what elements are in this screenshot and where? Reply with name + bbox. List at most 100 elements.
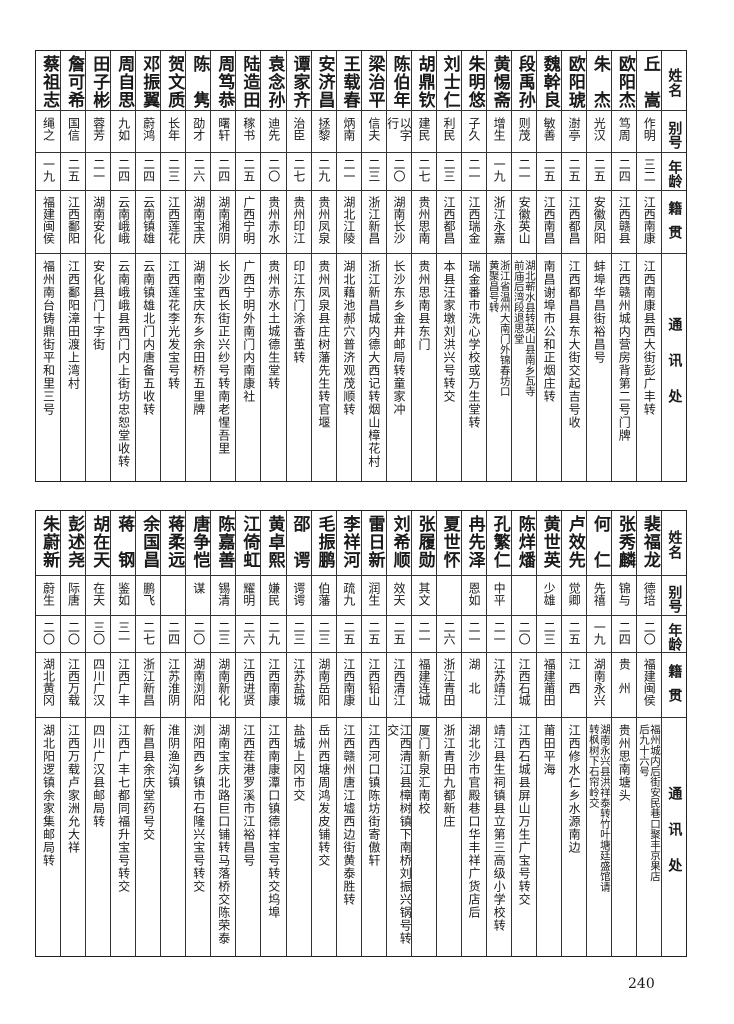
alias-cell: 鉴如 [111, 576, 136, 616]
native-text: 贵 州 [617, 658, 632, 694]
native-text: 江西赣县 [617, 196, 632, 244]
native-cell: 湖 北 [461, 653, 486, 718]
address-text: 湖南宝庆东乡余田桥五里牌 [191, 260, 206, 416]
alias-cell: 耀明 [236, 576, 261, 616]
native-cell: 江西都昌 [561, 191, 586, 254]
alias-cell: 恩如 [461, 576, 486, 616]
native-text: 江西瑞金 [467, 196, 482, 244]
native-text: 湖 北 [467, 658, 482, 694]
record-column: 何 仁先禧 一九 湖南永兴 湖南永兴县洪祥泰转竹叶塘廷盛馆请 转枫树下石帘岭交 [585, 511, 611, 956]
age-text: 二五 [66, 158, 81, 182]
age-text: 二三 [366, 158, 381, 182]
native-cell: 江苏淮阴 [161, 653, 186, 718]
native-cell: 江西铅山 [361, 653, 386, 718]
name-text: 陈烊燔 [514, 515, 535, 569]
age-text: 二四 [617, 158, 632, 182]
age-cell: 二一 [511, 153, 536, 191]
age-text: 二三 [542, 621, 557, 645]
age-text: 二五 [567, 158, 582, 182]
record-column: 陈嘉善 锡清 二三 湖南新化 湖南宝庆北路巨口铺转马落桥交陈荣泰 [210, 511, 236, 956]
age-text: 二一 [416, 621, 431, 645]
age-cell: 二〇 [511, 616, 536, 653]
name-text: 李祥河 [339, 515, 360, 569]
native-cell: 江西石城 [511, 653, 536, 718]
name-cell: 陈烊燔 [511, 511, 536, 576]
address-cell: 江西鄱阳漳田渡上湾村 [61, 254, 85, 481]
alias-cell: 劭才 [186, 111, 211, 153]
age-cell: 二一 [461, 153, 486, 191]
address-text: 江西万载卢家洲允大祥 [66, 724, 81, 854]
name-cell: 黄世英 [536, 511, 561, 576]
alias-cell: 拯黎 [311, 111, 336, 153]
record-column: 丘 嵩作明 三二 江西南康 江西南康县西大街彭广丰转 [635, 51, 661, 481]
alias-text: 增生 [492, 117, 507, 141]
alias-text: 光汉 [592, 117, 607, 141]
name-cell: 江倚虹 [236, 511, 261, 576]
native-cell: 湖南安化 [86, 191, 111, 254]
address-cell: 瑞金番市洗心学校或万生堂转 [462, 254, 486, 481]
age-cell: 二五 [361, 616, 386, 653]
address-cell: 江西茬港罗溪市江裕昌号 [236, 718, 260, 956]
alias-text: 少雄 [542, 582, 557, 606]
age-text: 二〇 [517, 621, 532, 645]
record-column: 安济昌 拯黎 二九 贵州凤泉 贵州凤泉县庄树藩先生转官堰 [310, 51, 336, 481]
alias-text: 其文 [416, 582, 431, 606]
alias-cell: 光汉 [586, 111, 611, 153]
address-cell: 厦门新泉汇南校 [412, 718, 436, 956]
record-column: 袁念孙 迪先 二〇 贵州赤水 贵州赤水土城德生堂转 [260, 51, 286, 481]
native-cell: 湖北江陵 [336, 191, 361, 254]
address-text: 长沙西长街正兴纱号转南老惺吾里 [216, 260, 231, 455]
name-text: 卢效先 [564, 515, 585, 569]
name-cell: 裴福龙 [636, 511, 661, 576]
alias-text: 鹏飞 [141, 582, 156, 606]
roster-table-bottom: 姓名 别号 年龄 籍贯 通讯处 裴福龙 德培 二〇 福建闽侯 福州城内后街安民巷口聚丰京果店 后九… [35, 510, 687, 957]
age-cell: 三〇 [86, 616, 111, 653]
native-cell: 江西清江 [386, 653, 411, 718]
alias-cell: 德培 [636, 576, 661, 616]
address-text: 贵州思南县东门 [416, 260, 431, 351]
native-text: 湖南湘阴 [216, 196, 231, 244]
native-text: 湖南安化 [91, 196, 106, 244]
record-column: 朱明悠 子久 二一 江西瑞金 瑞金番市洗心学校或万生堂转 [460, 51, 486, 481]
alias-cell [436, 576, 461, 616]
native-text: 湖南长沙 [391, 196, 406, 244]
name-cell: 谭家齐 [286, 51, 311, 111]
age-text: 二〇 [266, 158, 281, 182]
header-age-cell: 年龄 [661, 616, 686, 653]
address-text: 印江东门涂香茧转 [291, 260, 306, 364]
name-text: 魏幹良 [539, 55, 560, 109]
name-text: 黄卓熙 [264, 515, 285, 569]
address-text: 江西南康潭口镇德祥宝号转交坞埠 [266, 724, 281, 919]
record-column: 蒋 钢鉴如 三一 江西广丰 江西广丰七都同福升宝号转交 [110, 511, 136, 956]
native-cell: 贵州思南 [411, 191, 436, 254]
address-cell: 江西南康潭口镇德祥宝号转交坞埠 [261, 718, 285, 956]
native-cell: 江西莲花 [161, 191, 186, 254]
name-text: 王载春 [339, 55, 360, 109]
age-text: 二七 [291, 158, 306, 182]
age-cell: 二五 [536, 153, 561, 191]
alias-cell: 长年 [161, 111, 186, 153]
native-text: 江西南昌 [542, 196, 557, 244]
address-cell: 湖南宝庆东乡余田桥五里牌 [186, 254, 210, 481]
address-cell: 湖北沙市官殿巷口华丰祥广货店后 [462, 718, 486, 956]
age-cell: 二一 [411, 616, 436, 653]
record-column: 刘士仁 利民 二三 江西都昌 本县汪家墩刘洪兴号转交 [435, 51, 461, 481]
age-cell: 二四 [211, 153, 236, 191]
native-cell: 安徽凤阳 [586, 191, 611, 254]
record-column: 周笃恭 曙轩 二四 湖南湘阴 长沙西长街正兴纱号转南老惺吾里 [210, 51, 236, 481]
address-cell: 长沙东乡金井邮局转童家冲 [387, 254, 411, 481]
alias-cell: 谔谔 [286, 576, 311, 616]
record-column: 段禹孙 则茂 二一 安徽英山 湖北蕲水县转英山县南乡瓦寺 前庙后湾段退思堂 [510, 51, 536, 481]
alias-text: 锦与 [617, 582, 632, 606]
address-text: 湖南永兴县洪祥泰转竹叶塘廷盛馆请 转枫树下石帘岭交 [587, 724, 611, 892]
native-cell: 湖南长沙 [386, 191, 411, 254]
name-cell: 蔡祖志 [36, 51, 61, 111]
address-cell: 岳州西塘周鸿发皮铺转交 [312, 718, 336, 956]
native-text: 福建闽侯 [41, 196, 56, 244]
native-cell: 贵州赤水 [261, 191, 286, 254]
name-text: 彭述尧 [64, 515, 85, 569]
name-cell: 蒋柔远 [161, 511, 186, 576]
alias-text: 耀明 [241, 582, 256, 606]
address-cell: 浙江省温州大南门外锦春坊口 黄聚昌号转 [487, 254, 511, 481]
age-text: 一九 [41, 158, 56, 182]
